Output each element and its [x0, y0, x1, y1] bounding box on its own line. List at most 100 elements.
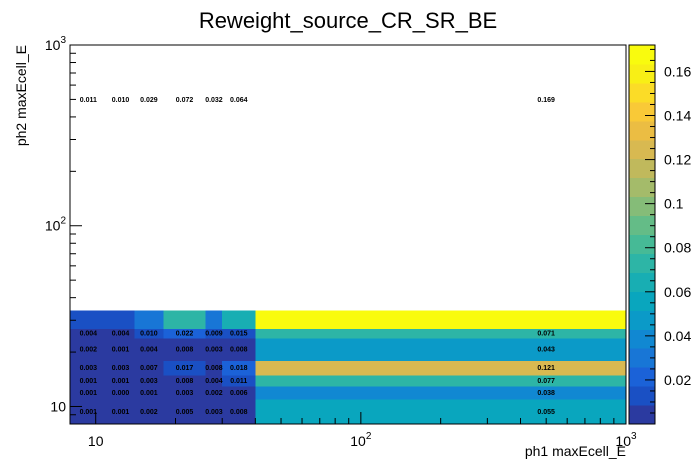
cell-value-label: 0.043: [537, 347, 555, 354]
cell-value-label: 0.007: [140, 365, 158, 372]
color-bar-segment: [629, 82, 655, 103]
color-bar-segment: [629, 310, 655, 330]
heatmap-cell: [134, 328, 164, 339]
color-bar-segment: [629, 196, 655, 217]
heatmap-cell: [106, 360, 136, 376]
color-bar-segment: [629, 405, 655, 425]
cell-value-label: 0.169: [537, 97, 555, 104]
heatmap-cell: [134, 360, 164, 376]
heatmap-cell: [106, 328, 136, 339]
heatmap-cell: [205, 385, 223, 400]
cell-value-label: 0.015: [230, 331, 248, 338]
cell-value-label: 0.001: [112, 347, 130, 354]
heatmap-cell: [134, 385, 164, 400]
heatmap-cell: [70, 374, 108, 387]
cell-value-label: 0.008: [176, 378, 194, 385]
cell-value-label: 0.064: [230, 97, 248, 104]
heatmap-cells: [70, 310, 627, 425]
heatmap-cell: [255, 310, 627, 330]
color-bar-segment: [629, 291, 655, 311]
chart-title: Reweight_source_CR_SR_BE: [199, 8, 497, 33]
cell-value-label: 0.038: [537, 390, 555, 397]
heatmap-cell: [70, 310, 108, 330]
cell-value-label: 0.055: [537, 409, 555, 416]
cell-value-label: 0.004: [205, 378, 223, 385]
y-tick-label: 103: [45, 35, 67, 53]
heatmap-cell: [163, 374, 207, 387]
cell-value-label: 0.003: [176, 390, 194, 397]
heatmap-cell: [205, 399, 223, 425]
color-bar-segment: [629, 120, 655, 141]
cell-value-label: 0.003: [80, 365, 98, 372]
color-bar-tick-label: 0.16: [664, 63, 691, 79]
cell-value-label: 0.004: [112, 331, 130, 338]
cell-value-label: 0.001: [80, 378, 98, 385]
heatmap-cell: [222, 374, 256, 387]
heatmap-cell: [163, 360, 207, 376]
cell-value-label: 0.017: [176, 365, 194, 372]
cell-value-label: 0.032: [205, 97, 223, 104]
cell-value-label: 0.018: [230, 365, 248, 372]
color-bar-tick-label: 0.08: [664, 240, 691, 256]
color-bar: [628, 44, 656, 425]
cell-value-label: 0.009: [205, 331, 223, 338]
color-bar-segment: [629, 215, 655, 235]
cell-value-label: 0.010: [140, 331, 158, 338]
color-bar-tick-label: 0.04: [664, 328, 691, 344]
heatmap-cell: [222, 310, 256, 330]
heatmap-cell: [163, 399, 207, 425]
color-bar-segment: [629, 253, 655, 273]
heatmap-cell: [106, 385, 136, 400]
cell-value-label: 0.011: [230, 378, 247, 385]
color-bar-segment: [629, 329, 655, 349]
color-bar-tick-label: 0.14: [664, 108, 691, 124]
x-axis-label: ph1 maxEcell_E: [525, 443, 626, 459]
color-bar-tick-label: 0.12: [664, 152, 691, 168]
color-bar-segment: [629, 367, 655, 387]
cell-value-label: 0.022: [176, 331, 194, 338]
color-bar-segment: [629, 177, 655, 198]
heatmap-cell: [222, 399, 256, 425]
heatmap-cell: [134, 374, 164, 387]
heatmap-cell: [255, 385, 627, 400]
heatmap-cell: [255, 374, 627, 387]
cell-value-label: 0.001: [80, 409, 98, 416]
heatmap-cell: [205, 360, 223, 376]
heatmap-cell: [255, 337, 627, 361]
color-bar-segment: [629, 386, 655, 406]
color-bar-segment: [629, 348, 655, 368]
heatmap-cell: [134, 399, 164, 425]
heatmap-cell: [70, 360, 108, 376]
heatmap-cell: [106, 310, 136, 330]
heatmap-cell: [255, 360, 627, 376]
y-tick-label: 10: [50, 398, 66, 414]
heatmap-cell: [106, 399, 136, 425]
heatmap-cell: [205, 310, 223, 330]
heatmap-cell: [70, 328, 108, 339]
cell-value-label: 0.008: [230, 409, 248, 416]
cell-value-label: 0.029: [140, 97, 158, 104]
heatmap-cell: [163, 310, 207, 330]
heatmap-cell: [222, 337, 256, 361]
cell-value-label: 0.001: [80, 390, 98, 397]
color-bar-frame: [628, 44, 656, 425]
cell-value-label: 0.011: [80, 97, 97, 104]
cell-value-label: 0.000: [112, 390, 130, 397]
cell-value-label: 0.002: [205, 390, 223, 397]
color-bar-tick-label: 0.06: [664, 284, 691, 300]
cell-value-label: 0.001: [112, 378, 130, 385]
color-bar-tick-label: 0.02: [664, 372, 691, 388]
heatmap-cell: [222, 328, 256, 339]
cell-value-label: 0.077: [537, 378, 555, 385]
color-bar-segment: [629, 272, 655, 292]
y-axis-label: ph2 maxEcell_E: [13, 45, 29, 146]
color-bar-tick-label: 0.1: [664, 196, 684, 212]
x-tick-label: 10: [88, 433, 104, 449]
color-bar-segment: [629, 234, 655, 254]
color-bar-segment: [629, 158, 655, 179]
heatmap-cell: [222, 385, 256, 400]
heatmap-cell: [222, 360, 256, 376]
color-bar-segment: [629, 63, 655, 84]
